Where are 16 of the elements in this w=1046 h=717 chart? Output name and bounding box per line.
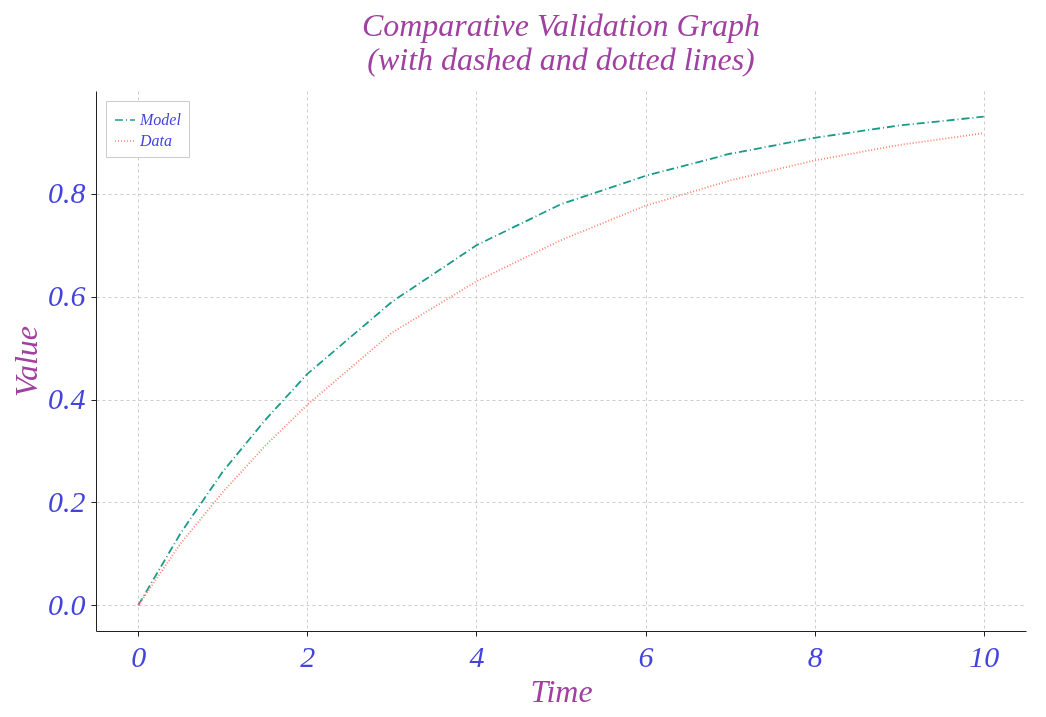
y-tick-label: 0.4 [48,382,86,416]
y-tick-label: 0.6 [48,279,86,313]
legend-label: Data [139,132,172,149]
x-tick-label: 2 [300,639,316,673]
x-tick-label: 0 [131,639,147,673]
x-tick-label: 10 [969,639,1000,673]
x-axis-title: Time [530,672,593,709]
y-tick-label: 0.8 [48,176,86,210]
y-tick-label: 0.2 [48,484,86,518]
chart-title: Comparative Validation Graph (with dashed and dotted lines) [361,7,761,77]
x-tick-label: 6 [638,639,654,673]
y-axis-title: Value [8,325,44,398]
y-tick-label: 0.0 [48,587,86,621]
x-tick-label: 4 [469,639,485,673]
legend-label: Model [139,111,182,128]
x-tick-label: 8 [807,639,823,673]
